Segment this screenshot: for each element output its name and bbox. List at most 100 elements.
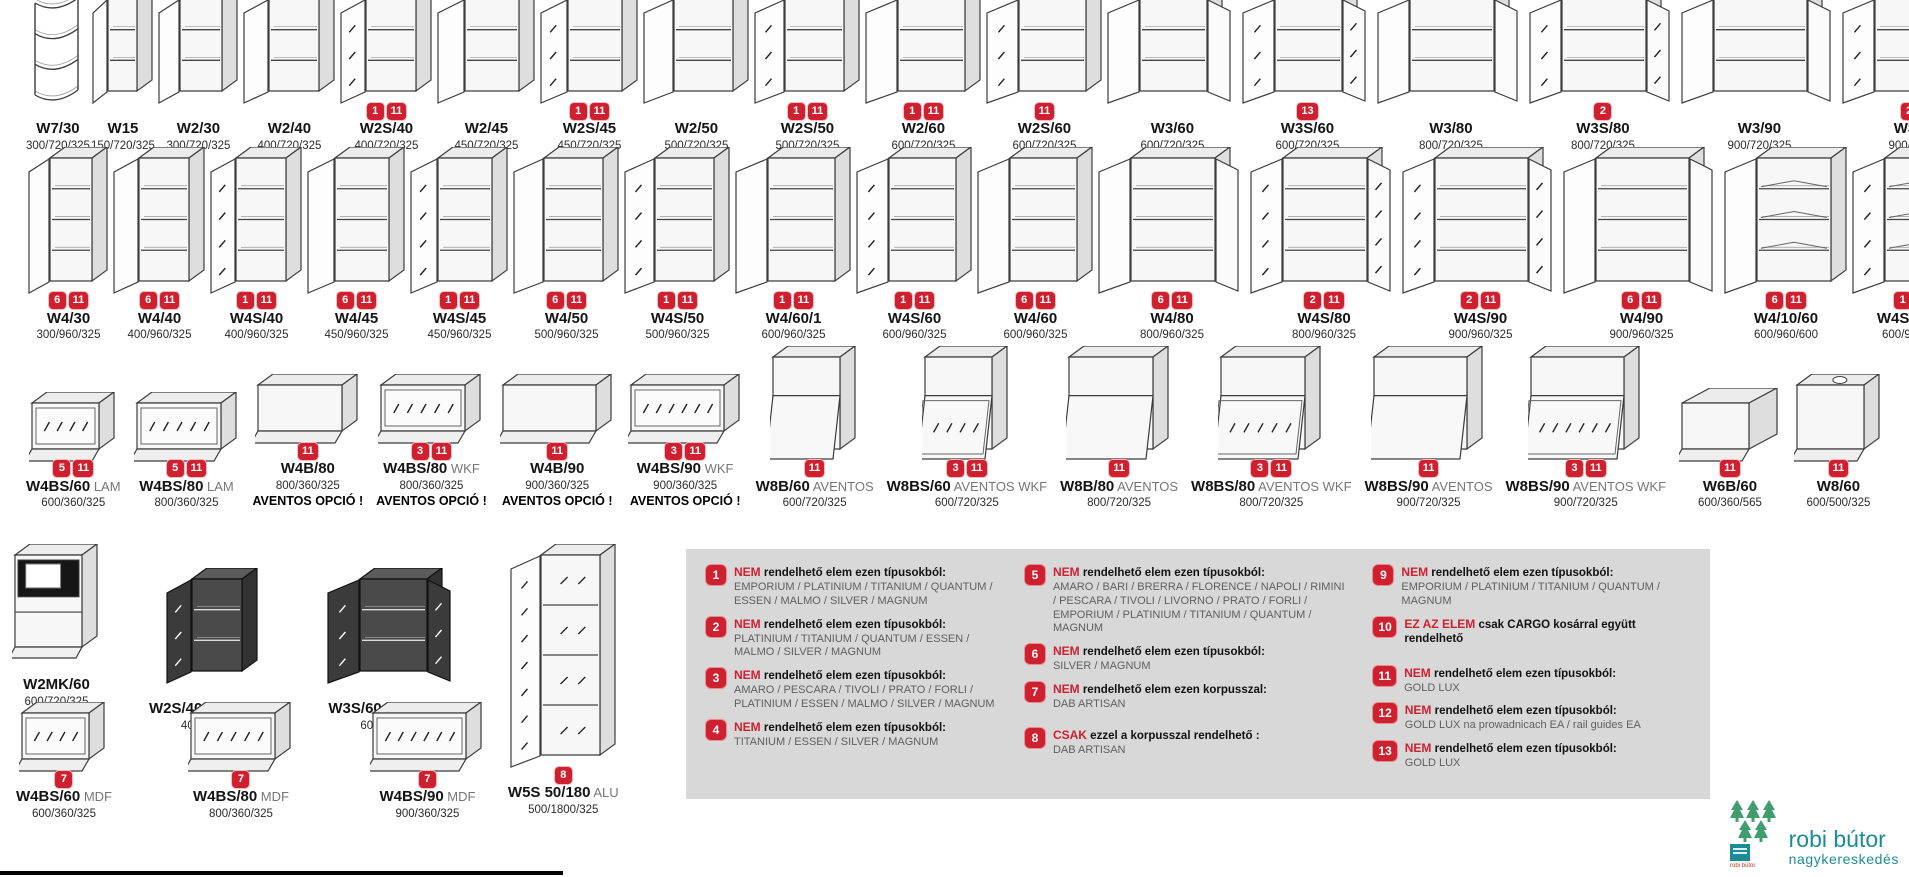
- cabinet-item: 1 11 W4S/50 500/960/325: [622, 145, 733, 343]
- cabinet-drawing: [1527, 0, 1679, 114]
- cabinet-dimensions: 800/960/325: [1140, 329, 1204, 342]
- cabinet-label: W3S/80: [1576, 120, 1629, 139]
- legend-item: 11 NEM rendelhető elem ezen típusokból: …: [1373, 665, 1690, 696]
- cabinet-label: W4BS/90 MDF: [379, 788, 475, 807]
- cabinet-code: W2MK/60: [23, 676, 90, 693]
- cabinet-code: W4S/10/60: [1876, 309, 1909, 327]
- cabinet-dimensions: 300/960/325: [36, 329, 101, 342]
- restriction-badges: 7: [418, 770, 436, 788]
- aventos-note: AVENTOS OPCIÓ !: [376, 494, 487, 509]
- legend-body: GOLD LUX: [1404, 757, 1461, 770]
- cabinet-label: W4B/90: [530, 460, 584, 479]
- cabinet-dimensions: 600/360/325: [41, 497, 106, 510]
- cabinet-item: 1 11 W2S/45 450/720/325: [538, 0, 641, 153]
- restriction-badges: 6 11: [546, 292, 587, 310]
- cabinet-label: W2/40: [268, 120, 311, 139]
- cabinet-label: W2S/50: [781, 120, 834, 139]
- restriction-badges: 3 11: [1565, 460, 1606, 478]
- legend-text: CSAK ezzel a korpusszal rendelhető : DAB…: [1053, 728, 1260, 758]
- cabinet-drawing: [26, 145, 111, 304]
- cabinet-drawing: [408, 145, 511, 304]
- cabinet-code: W4/10/60: [1753, 309, 1819, 327]
- cabinet-dimensions: 800/360/325: [399, 479, 464, 492]
- cabinet-item: 2 W3S/80 800/720/325: [1527, 0, 1679, 153]
- legend-item: 2 NEM rendelhető elem ezen típusokból: P…: [706, 616, 1001, 661]
- svg-text:robi bútor: robi bútor: [1730, 863, 1755, 868]
- cabinet-label: W4BS/80 WKF: [383, 460, 480, 479]
- legend-item: 3 NEM rendelhető elem ezen típusokból: A…: [706, 668, 1001, 712]
- restriction-badge: 11: [589, 102, 610, 120]
- cabinet-label: W8B/80 AVENTOS: [1060, 478, 1178, 497]
- restriction-badge: 6: [336, 292, 354, 309]
- cabinet-code: W3/80: [1429, 120, 1473, 137]
- cabinet-item: 11 W8/60 600/500/325: [1788, 366, 1883, 511]
- legend-body: AMARO / PESCARA / TIVOLI / PRATO / FORLI…: [734, 684, 995, 710]
- restriction-badge: 11: [256, 292, 277, 309]
- restriction-badges: 11: [297, 442, 318, 460]
- cabinet-variant: AVENTOS WKF: [950, 478, 1048, 494]
- cabinet-label: W4/60/1: [766, 310, 822, 329]
- cabinet-label: W4BS/80 LAM: [139, 478, 234, 497]
- restriction-badge: 11: [1641, 292, 1662, 309]
- restriction-badges: 6 11: [1015, 292, 1056, 310]
- cabinet-item: 2 11 W4S/90 900/960/325: [1400, 145, 1561, 343]
- cabinet-variant: LAM: [203, 478, 234, 494]
- cabinet-label: W2S/60: [1018, 120, 1071, 139]
- cabinet-code: W4/45: [334, 309, 379, 327]
- cabinet-label: W2S/40: [360, 120, 413, 139]
- restriction-badge: 3: [947, 460, 965, 477]
- cabinet-label: W6B/60: [1703, 478, 1757, 497]
- cabinet-dimensions: 500/960/325: [645, 329, 710, 342]
- cabinet-code: W4S/40: [229, 309, 284, 327]
- legend-head: csak CARGO kosárral együtt rendelhető: [1404, 618, 1636, 645]
- legend-lead: NEM: [734, 668, 761, 683]
- brand-logo: robi bútor robi bútor nagykereskedés: [1722, 800, 1899, 873]
- restriction-badge: 7: [418, 770, 436, 788]
- cabinet-item: 3 11 W4BS/90 WKF 900/360/325 AVENTOS OPCI…: [622, 348, 743, 511]
- cabinet-code: W5S 50/180: [507, 784, 591, 801]
- cabinet-label: W8/60: [1817, 478, 1860, 497]
- restriction-badge: 11: [677, 292, 698, 309]
- cabinet-drawing: [1840, 0, 1909, 114]
- cabinet-item: 1 11 W4/60/1 600/960/325: [733, 145, 854, 343]
- cabinet-drawing: [508, 542, 619, 778]
- cabinet-item: W2/30 300/720/325: [156, 0, 241, 153]
- cabinet-dimensions: 500/960/325: [534, 329, 599, 342]
- legend-text: NEM rendelhető elem ezen típusokból: SIL…: [1053, 644, 1265, 674]
- cabinet-drawing: [111, 145, 208, 304]
- legend-text: NEM rendelhető elem ezen típusokból: GOL…: [1405, 703, 1641, 733]
- cabinet-drawing: [1212, 344, 1324, 472]
- cabinet-label: W15: [108, 120, 139, 139]
- restriction-badge: 2: [1460, 292, 1478, 309]
- legend-head: rendelhető elem ezen korpusszal:: [1082, 683, 1267, 696]
- cabinet-drawing: [364, 700, 485, 782]
- restriction-badge: 1: [1894, 292, 1909, 309]
- cabinet-code: W8B/60: [755, 477, 810, 495]
- legend-body: PLATINIUM / TITANIUM / QUANTUM / ESSEN /…: [734, 632, 970, 659]
- cabinet-drawing: [1375, 0, 1527, 114]
- cabinet-code: W4B/80: [280, 460, 335, 477]
- cabinet-code: W8BS/60: [886, 477, 951, 495]
- tree-logo-icon: robi bútor: [1722, 800, 1780, 873]
- legend-item: 12 NEM rendelhető elem ezen típusokból: …: [1373, 703, 1690, 733]
- cabinet-drawing: [984, 0, 1105, 114]
- restriction-badge: 11: [967, 460, 987, 477]
- cabinet-label: W3/60: [1151, 120, 1194, 139]
- legend-column-3: 9 NEM rendelhető elem ezen típusokból: E…: [1373, 565, 1690, 783]
- legend-number-badge: 8: [1024, 727, 1045, 748]
- legend-head: rendelhető elem ezen típusokból:: [1082, 567, 1265, 579]
- cabinet-dimensions: 600/960/325: [1003, 329, 1068, 342]
- cabinet-dimensions: 450/960/325: [324, 329, 389, 342]
- legend-column-2: 5 NEM rendelhető elem ezen típusokból: A…: [1024, 565, 1349, 783]
- legend-text: NEM rendelhető elem ezen típusokból: EMP…: [734, 565, 1001, 609]
- restriction-badge: 11: [1418, 460, 1439, 477]
- cabinet-item: W15 150/720/325: [90, 0, 156, 153]
- cabinet-drawing: [23, 390, 118, 472]
- cabinet-dimensions: 600/720/325: [782, 497, 847, 510]
- cabinet-code: W2S/40: [359, 120, 414, 137]
- legend-lead: NEM: [1404, 741, 1432, 756]
- cabinet-dimensions: 600/960/600: [1882, 329, 1909, 342]
- cabinet-dimensions: 600/960/325: [761, 329, 826, 342]
- cabinet-dimensions: 900/360/325: [653, 479, 718, 492]
- cabinet-code: W4BS/90: [379, 788, 444, 805]
